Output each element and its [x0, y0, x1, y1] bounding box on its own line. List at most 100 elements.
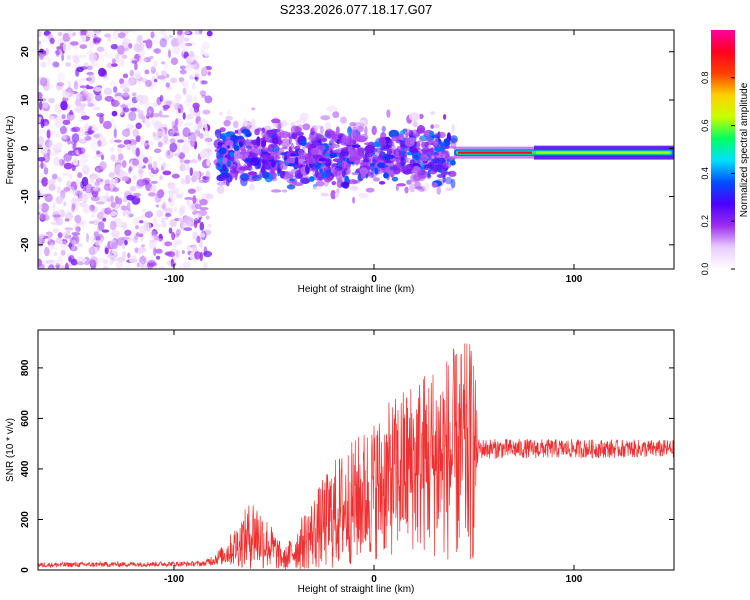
heatmap-cell [182, 112, 186, 120]
heatmap-cell [184, 122, 193, 127]
heatmap-cell [64, 30, 73, 34]
x-tick-label: -100 [164, 574, 184, 585]
heatmap-cell [136, 179, 146, 187]
heatmap-cell [42, 39, 48, 43]
heatmap-cell [199, 198, 208, 206]
x-tick-label: 100 [566, 274, 583, 285]
heatmap-cell [104, 179, 111, 187]
heatmap-cell [81, 34, 87, 43]
heatmap-cell [340, 116, 347, 124]
heatmap-cell [152, 160, 158, 171]
heatmap-cell [132, 217, 141, 226]
heatmap-cell [390, 170, 394, 179]
heatmap-cell [437, 131, 446, 139]
heatmap-cell [95, 201, 105, 205]
heatmap-cell [60, 249, 66, 256]
heatmap-cell [151, 229, 158, 237]
heatmap-cell [418, 127, 425, 134]
heatmap-cell [206, 158, 211, 167]
snr-panel: -100 0 100 0 200 400 600 800 Height of straight… [5, 329, 675, 595]
heatmap-cell [109, 147, 115, 153]
heatmap-cell [80, 115, 90, 120]
heatmap-cell [44, 77, 50, 85]
heatmap-cell [154, 223, 161, 233]
heatmap-cell [324, 122, 332, 130]
heatmap-cell [157, 75, 167, 80]
heatmap-cell [178, 36, 182, 46]
heatmap-cell [352, 126, 357, 131]
heatmap-cell [160, 114, 170, 118]
heatmap-cell [353, 134, 364, 142]
heatmap-cell [64, 227, 74, 231]
heatmap-cell [391, 140, 395, 147]
heatmap-cell [74, 198, 84, 202]
heatmap-cell [90, 177, 94, 184]
heatmap-cell [348, 155, 357, 162]
heatmap-cell [155, 255, 161, 260]
heatmap-cell [113, 86, 118, 93]
heatmap-cell [117, 45, 125, 55]
heatmap-cell [101, 229, 110, 233]
heatmap-cell [194, 76, 198, 80]
heatmap-cell [88, 125, 94, 136]
heatmap-cell [281, 170, 286, 176]
colorbar-tick-label: 0.4 [700, 167, 710, 180]
heatmap-cell [165, 82, 170, 88]
heatmap-cell [271, 151, 283, 156]
heatmap-cell [86, 30, 94, 38]
heatmap-cell [126, 124, 135, 130]
heatmap-cell [379, 139, 385, 148]
heatmap-cell [261, 147, 270, 153]
heatmap-cell [71, 126, 81, 133]
heatmap-cell [111, 242, 118, 249]
heatmap-cell [183, 159, 191, 164]
heatmap-cell [115, 261, 123, 269]
heatmap-cell [65, 229, 71, 236]
heatmap-cell [207, 71, 211, 76]
heatmap-cell [200, 194, 206, 201]
heatmap-cell [280, 138, 291, 148]
colorbar-gradient [711, 30, 735, 269]
heatmap-cell [372, 177, 380, 182]
heatmap-cell [94, 240, 102, 246]
heatmap-cell [198, 132, 204, 139]
heatmap-cell [360, 161, 370, 166]
heatmap-cell [153, 121, 163, 131]
heatmap-cell [90, 142, 100, 153]
heatmap-cell [306, 141, 315, 150]
spectrogram-y-label: Frequency (Hz) [5, 116, 16, 185]
heatmap-cell [293, 151, 297, 155]
heatmap-cell [166, 163, 171, 167]
figure-title: S233.2026.077.18.17.G07 [280, 2, 433, 17]
heatmap-cell [103, 259, 109, 265]
heatmap-cell [102, 266, 109, 269]
heatmap-cell [79, 44, 88, 49]
heatmap-cell [117, 197, 123, 205]
heatmap-cell [204, 95, 213, 104]
heatmap-cell [191, 245, 196, 252]
heatmap-cell [57, 176, 63, 183]
heatmap-cell [192, 171, 200, 177]
heatmap-cell [64, 212, 74, 221]
heatmap-cell [47, 264, 55, 269]
heatmap-cell [289, 178, 296, 182]
heatmap-cell [55, 196, 63, 204]
heatmap-cell [391, 136, 400, 142]
heatmap-cell [47, 57, 51, 66]
heatmap-cell [218, 147, 227, 155]
heatmap-cell [38, 203, 43, 211]
heatmap-cell [47, 179, 56, 185]
heatmap-cell [39, 54, 44, 60]
heatmap-cell [250, 157, 260, 166]
heatmap-cell [449, 135, 458, 143]
heatmap-cell [192, 102, 200, 110]
heatmap-cell [183, 216, 192, 225]
heatmap-cell [440, 142, 445, 153]
heatmap-cell [158, 157, 163, 161]
heatmap-cell [77, 243, 83, 248]
heatmap-cell [38, 157, 46, 162]
heatmap-cell [342, 181, 350, 189]
heatmap-cell [91, 99, 98, 108]
heatmap-cell [205, 193, 214, 199]
heatmap-cell [189, 202, 193, 212]
